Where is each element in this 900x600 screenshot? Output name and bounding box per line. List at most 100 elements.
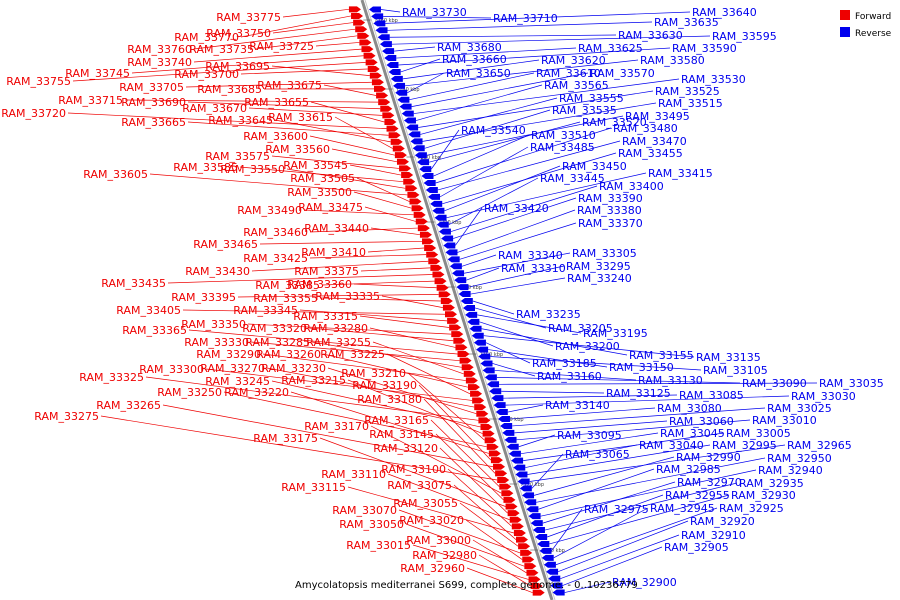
gene-label-RAM_33650[interactable]: RAM_33650 — [446, 67, 511, 80]
gene-label-RAM_33365[interactable]: RAM_33365 — [122, 324, 187, 337]
gene-label-RAM_33750[interactable]: RAM_33750 — [206, 27, 271, 40]
gene-label-RAM_33360[interactable]: RAM_33360 — [287, 278, 352, 291]
gene-label-RAM_32950[interactable]: RAM_32950 — [767, 452, 832, 465]
gene-label-RAM_33685[interactable]: RAM_33685 — [197, 83, 262, 96]
gene-label-RAM_33775[interactable]: RAM_33775 — [216, 11, 281, 24]
gene-label-RAM_33155[interactable]: RAM_33155 — [629, 349, 694, 362]
gene-label-RAM_32935[interactable]: RAM_32935 — [739, 477, 804, 490]
gene-label-RAM_32995[interactable]: RAM_32995 — [712, 439, 777, 452]
gene-label-RAM_33530[interactable]: RAM_33530 — [681, 73, 746, 86]
gene-label-RAM_33450[interactable]: RAM_33450 — [562, 160, 627, 173]
gene-label-RAM_33200[interactable]: RAM_33200 — [555, 340, 620, 353]
gene-label-RAM_33210[interactable]: RAM_33210 — [341, 367, 406, 380]
gene-label-RAM_33195[interactable]: RAM_33195 — [583, 327, 648, 340]
gene-label-RAM_33350[interactable]: RAM_33350 — [181, 318, 246, 331]
gene-label-RAM_33045[interactable]: RAM_33045 — [660, 427, 725, 440]
gene-label-RAM_33215[interactable]: RAM_33215 — [281, 374, 346, 387]
gene-label-RAM_33370[interactable]: RAM_33370 — [578, 217, 643, 230]
gene-label-RAM_33280[interactable]: RAM_33280 — [303, 322, 368, 335]
gene-label-RAM_33305[interactable]: RAM_33305 — [572, 247, 637, 260]
gene-label-RAM_33080[interactable]: RAM_33080 — [657, 402, 722, 415]
gene-label-RAM_33455[interactable]: RAM_33455 — [618, 147, 683, 160]
gene-label-RAM_33640[interactable]: RAM_33640 — [692, 6, 757, 19]
gene-label-RAM_33385[interactable]: RAM_33385 — [255, 279, 320, 292]
gene-label-RAM_33550[interactable]: RAM_33550 — [220, 163, 285, 176]
gene-label-RAM_33115[interactable]: RAM_33115 — [281, 481, 346, 494]
gene-label-RAM_33255[interactable]: RAM_33255 — [306, 336, 371, 349]
gene-label-RAM_33615[interactable]: RAM_33615 — [268, 111, 333, 124]
gene-label-RAM_33645[interactable]: RAM_33645 — [208, 114, 273, 127]
gene-label-RAM_33345[interactable]: RAM_33345 — [233, 304, 298, 317]
gene-label-RAM_33225[interactable]: RAM_33225 — [320, 348, 385, 361]
gene-label-RAM_33170[interactable]: RAM_33170 — [304, 420, 369, 433]
gene-label-RAM_33770[interactable]: RAM_33770 — [174, 31, 239, 44]
gene-label-RAM_33545[interactable]: RAM_33545 — [283, 159, 348, 172]
gene-label-RAM_33415[interactable]: RAM_33415 — [648, 167, 713, 180]
gene-label-RAM_33670[interactable]: RAM_33670 — [182, 102, 247, 115]
gene-label-RAM_33505[interactable]: RAM_33505 — [290, 172, 355, 185]
gene-label-RAM_32930[interactable]: RAM_32930 — [731, 489, 796, 502]
gene-label-RAM_33740[interactable]: RAM_33740 — [127, 56, 192, 69]
gene-label-RAM_33040[interactable]: RAM_33040 — [639, 439, 704, 452]
gene-label-RAM_33595[interactable]: RAM_33595 — [712, 30, 777, 43]
gene-label-RAM_33275[interactable]: RAM_33275 — [34, 410, 99, 423]
gene-label-RAM_33525[interactable]: RAM_33525 — [655, 85, 720, 98]
gene-label-RAM_33475[interactable]: RAM_33475 — [298, 201, 363, 214]
gene-label-RAM_33165[interactable]: RAM_33165 — [364, 414, 429, 427]
gene-label-RAM_33655[interactable]: RAM_33655 — [244, 96, 309, 109]
gene-label-RAM_33095[interactable]: RAM_33095 — [557, 429, 622, 442]
gene-label-RAM_33230[interactable]: RAM_33230 — [261, 362, 326, 375]
gene-label-RAM_33325[interactable]: RAM_33325 — [79, 371, 144, 384]
gene-label-RAM_33055[interactable]: RAM_33055 — [393, 497, 458, 510]
gene-label-RAM_33060[interactable]: RAM_33060 — [669, 415, 734, 428]
gene-label-RAM_33245[interactable]: RAM_33245 — [205, 375, 270, 388]
gene-label-RAM_33410[interactable]: RAM_33410 — [301, 246, 366, 259]
gene-label-RAM_33540[interactable]: RAM_33540 — [461, 124, 526, 137]
gene-label-RAM_33435[interactable]: RAM_33435 — [101, 277, 166, 290]
gene-label-RAM_33630[interactable]: RAM_33630 — [618, 29, 683, 42]
gene-label-RAM_33285[interactable]: RAM_33285 — [245, 336, 310, 349]
gene-label-RAM_33425[interactable]: RAM_33425 — [243, 252, 308, 265]
gene-label-RAM_32925[interactable]: RAM_32925 — [719, 502, 784, 515]
gene-label-RAM_33575[interactable]: RAM_33575 — [205, 150, 270, 163]
gene-label-RAM_33030[interactable]: RAM_33030 — [791, 390, 856, 403]
gene-label-RAM_33355[interactable]: RAM_33355 — [253, 292, 318, 305]
gene-label-RAM_33760[interactable]: RAM_33760 — [127, 43, 192, 56]
gene-label-RAM_33535[interactable]: RAM_33535 — [552, 104, 617, 117]
gene-label-RAM_32945[interactable]: RAM_32945 — [650, 502, 715, 515]
gene-label-RAM_33700[interactable]: RAM_33700 — [174, 68, 239, 81]
gene-label-RAM_33050[interactable]: RAM_33050 — [339, 518, 404, 531]
gene-label-RAM_33680[interactable]: RAM_33680 — [437, 41, 502, 54]
gene-label-RAM_33140[interactable]: RAM_33140 — [545, 399, 610, 412]
gene-label-RAM_33600[interactable]: RAM_33600 — [243, 130, 308, 143]
gene-label-RAM_33665[interactable]: RAM_33665 — [121, 116, 186, 129]
gene-label-RAM_33500[interactable]: RAM_33500 — [287, 186, 352, 199]
gene-label-RAM_33390[interactable]: RAM_33390 — [578, 192, 643, 205]
gene-label-RAM_33375[interactable]: RAM_33375 — [294, 265, 359, 278]
gene-label-RAM_33590[interactable]: RAM_33590 — [672, 42, 737, 55]
gene-label-RAM_33725[interactable]: RAM_33725 — [249, 40, 314, 53]
gene-label-RAM_33130[interactable]: RAM_33130 — [638, 374, 703, 387]
gene-label-RAM_33020[interactable]: RAM_33020 — [399, 514, 464, 527]
gene-label-RAM_32900[interactable]: RAM_32900 — [612, 576, 677, 589]
gene-label-RAM_33465[interactable]: RAM_33465 — [193, 238, 258, 251]
gene-label-RAM_33085[interactable]: RAM_33085 — [679, 389, 744, 402]
gene-label-RAM_33125[interactable]: RAM_33125 — [606, 387, 671, 400]
gene-label-RAM_33205[interactable]: RAM_33205 — [548, 322, 613, 335]
gene-label-RAM_33495[interactable]: RAM_33495 — [625, 110, 690, 123]
gene-label-RAM_33555[interactable]: RAM_33555 — [559, 92, 624, 105]
gene-label-RAM_33000[interactable]: RAM_33000 — [406, 534, 471, 547]
gene-label-RAM_33480[interactable]: RAM_33480 — [613, 122, 678, 135]
gene-label-RAM_33180[interactable]: RAM_33180 — [357, 393, 422, 406]
gene-label-RAM_33290[interactable]: RAM_33290 — [196, 348, 261, 361]
gene-label-RAM_33460[interactable]: RAM_33460 — [243, 226, 308, 239]
gene-label-RAM_33730[interactable]: RAM_33730 — [402, 6, 467, 19]
gene-label-RAM_33675[interactable]: RAM_33675 — [257, 79, 322, 92]
gene-label-RAM_33175[interactable]: RAM_33175 — [253, 432, 318, 445]
gene-label-RAM_32905[interactable]: RAM_32905 — [664, 541, 729, 554]
gene-label-RAM_33625[interactable]: RAM_33625 — [578, 42, 643, 55]
gene-label-RAM_33440[interactable]: RAM_33440 — [304, 222, 369, 235]
gene-label-RAM_32910[interactable]: RAM_32910 — [681, 529, 746, 542]
gene-label-RAM_33715[interactable]: RAM_33715 — [58, 94, 123, 107]
gene-label-RAM_33515[interactable]: RAM_33515 — [658, 97, 723, 110]
